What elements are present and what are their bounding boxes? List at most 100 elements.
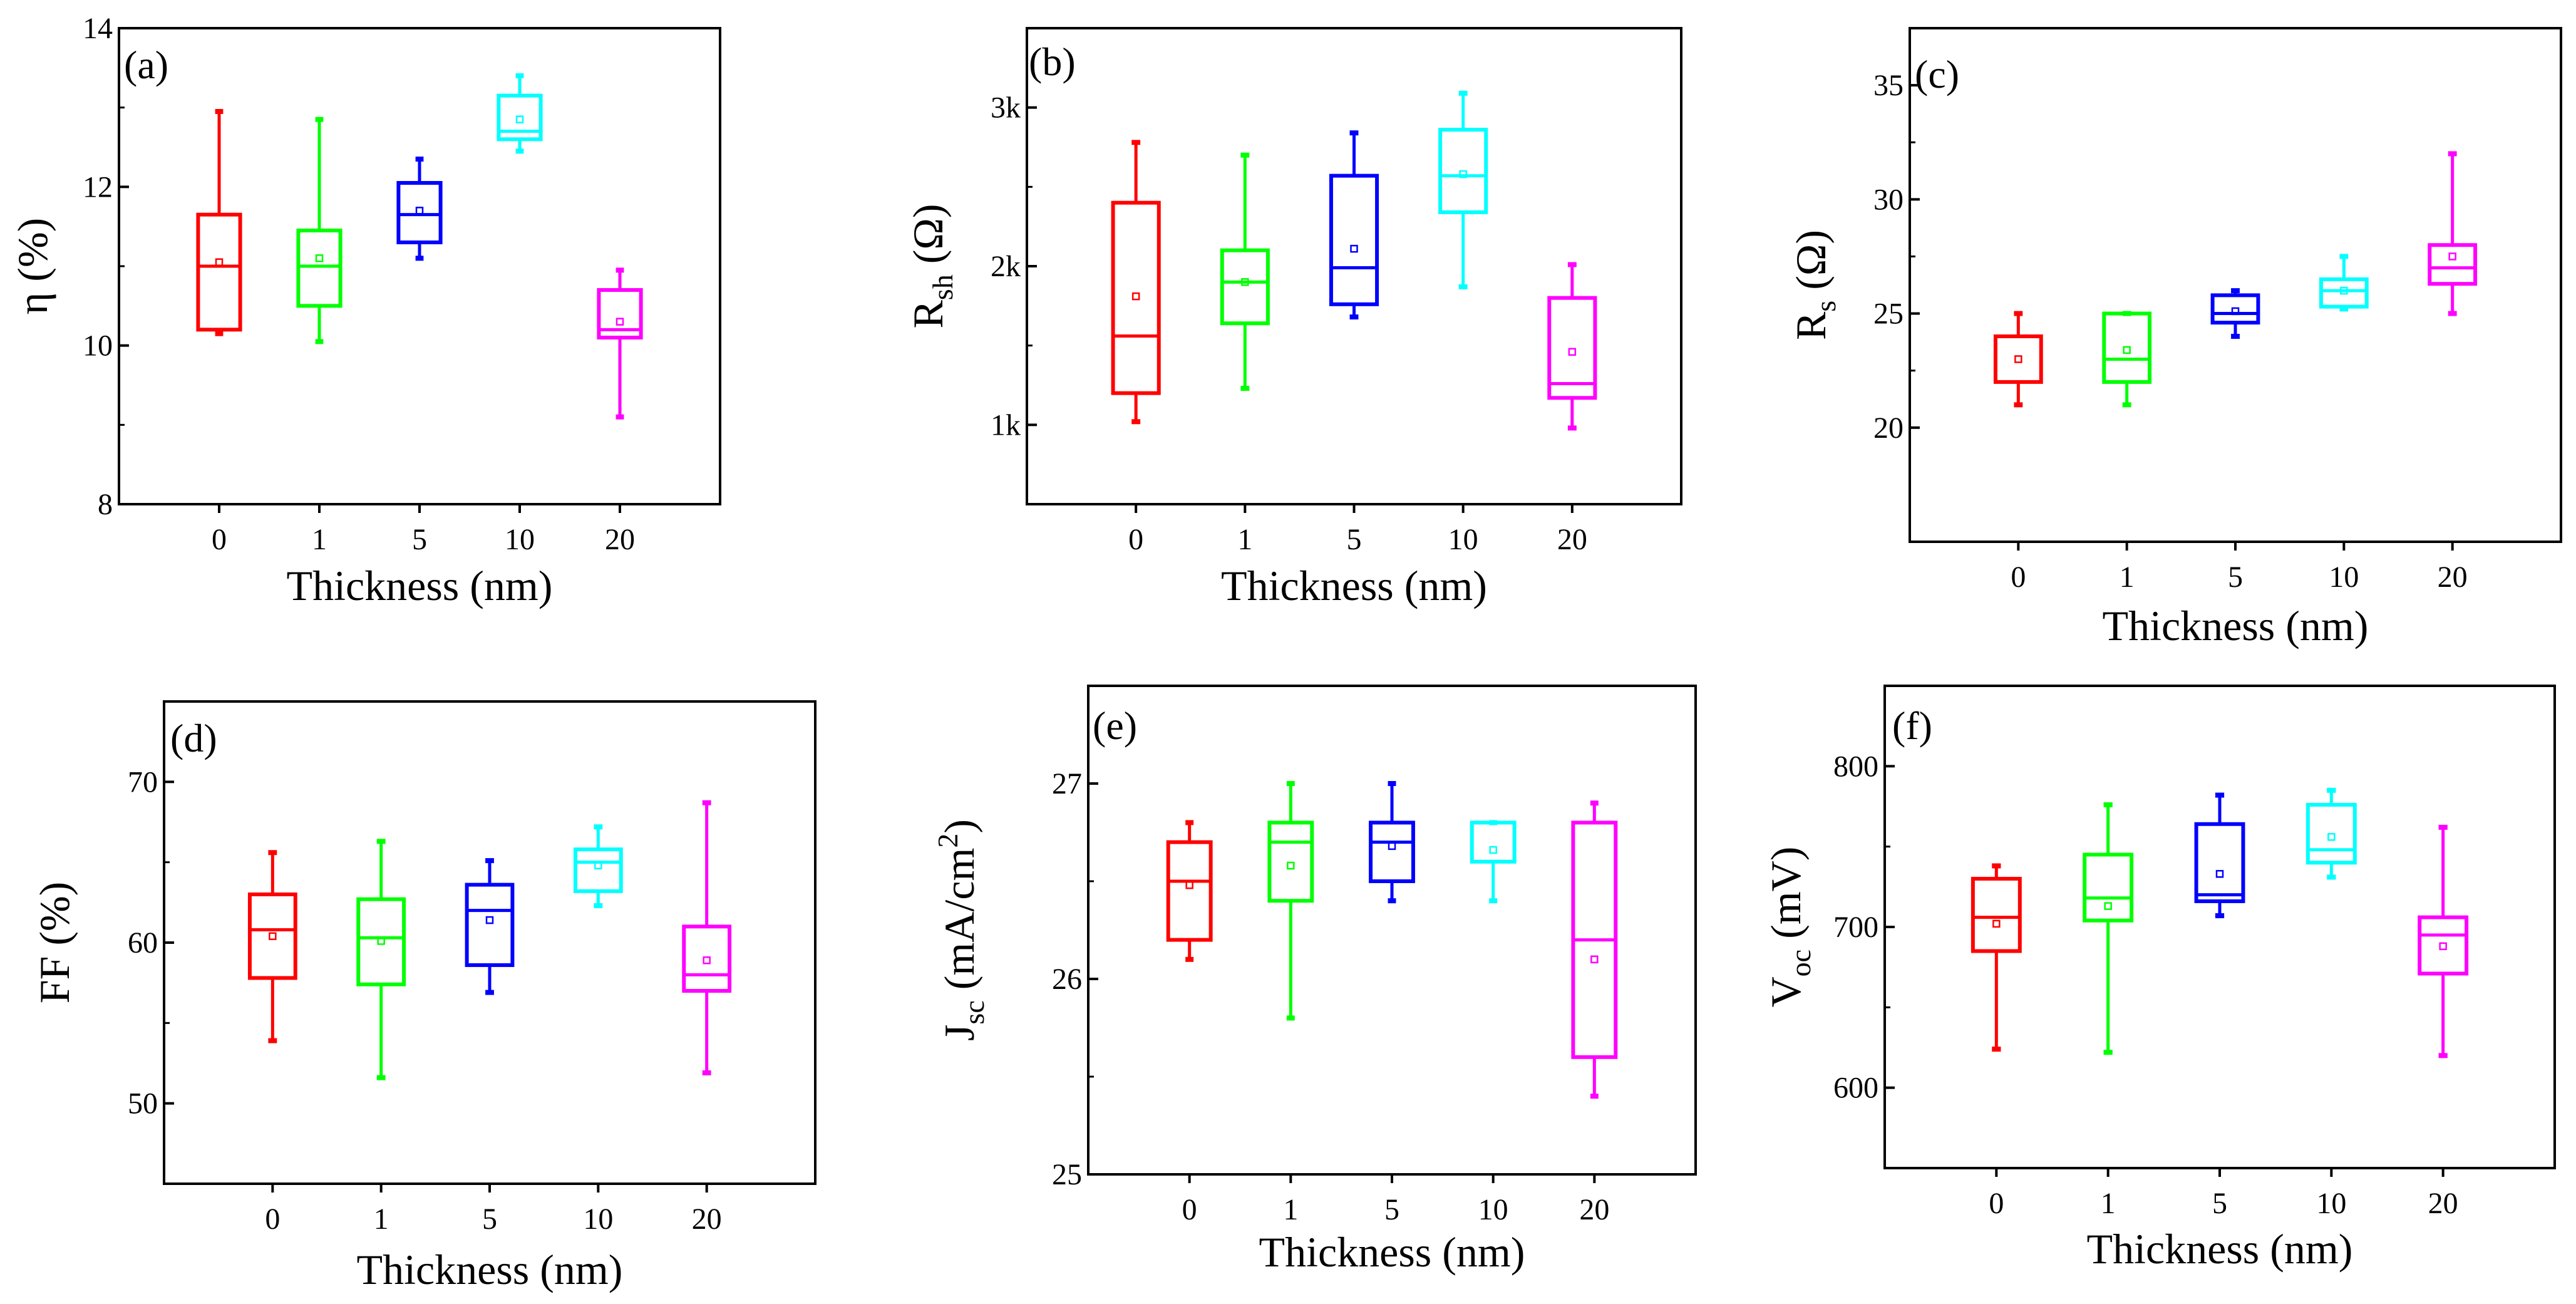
box-0nm — [1111, 140, 1161, 425]
y-tick-label: 800 — [1833, 750, 1878, 783]
box-10nm — [573, 824, 623, 908]
x-tick-label: 1 — [374, 1203, 389, 1236]
box-1nm — [2083, 802, 2134, 1055]
plot-frame — [1026, 27, 1682, 505]
x-tick-label: 10 — [1478, 1193, 1508, 1226]
box-20nm — [1571, 800, 1618, 1099]
mean-marker — [1489, 846, 1497, 854]
y-tick-label: 700 — [1833, 911, 1878, 944]
y-axis-label: Voc (mV) — [1762, 847, 1816, 1008]
mean-marker — [1241, 278, 1249, 286]
box-1nm — [1220, 152, 1270, 391]
x-tick-label: 20 — [2428, 1187, 2458, 1220]
iqr-box — [465, 882, 515, 967]
box-1nm — [2102, 311, 2152, 408]
x-tick-label: 10 — [2316, 1187, 2346, 1220]
x-tick-label: 0 — [265, 1203, 280, 1236]
mean-marker — [2014, 355, 2022, 363]
panel-e: 25 26 27 0 1 5 10 20 (e) Thickness (nm) Jsc (mA/cm… — [932, 685, 1697, 1276]
y-tick-label: 20 — [1873, 411, 1904, 445]
x-tick-label: 10 — [1448, 523, 1478, 556]
plot-frame — [1087, 685, 1697, 1176]
y-tick-label: 50 — [128, 1087, 158, 1120]
x-tick-label: 5 — [2212, 1187, 2227, 1220]
box-5nm — [1329, 130, 1379, 320]
x-tick-label: 5 — [1384, 1193, 1399, 1226]
x-tick-label: 0 — [2011, 561, 2026, 594]
mean-marker — [1185, 881, 1193, 889]
y-tick-label: 27 — [1052, 767, 1082, 800]
panel-label: (d) — [170, 716, 217, 760]
x-tick-label: 5 — [482, 1203, 497, 1236]
mean-marker — [1287, 861, 1295, 870]
panel-d: 50 60 70 0 1 5 10 20 (d) Thickness (nm) FF (%) — [31, 700, 817, 1293]
iqr-box — [356, 897, 406, 986]
x-tick-label: 0 — [212, 523, 227, 556]
panel-label: (b) — [1029, 39, 1076, 84]
iqr-box — [196, 212, 242, 332]
mean-marker — [515, 115, 524, 123]
x-axis-label: Thickness (nm) — [287, 562, 553, 609]
iqr-box — [1329, 173, 1379, 306]
y-axis-label: η (%) — [9, 218, 56, 315]
iqr-box — [2083, 852, 2134, 923]
box-20nm — [1547, 262, 1597, 431]
box-5nm — [2194, 792, 2245, 919]
x-axis-label: Thickness (nm) — [2087, 1225, 2353, 1273]
panel-label: (e) — [1093, 703, 1137, 748]
box-10nm — [1470, 820, 1517, 904]
x-tick-label: 20 — [692, 1203, 722, 1236]
x-tick-label: 10 — [2329, 561, 2359, 594]
mean-marker — [594, 861, 602, 870]
iqr-box — [2418, 915, 2469, 976]
mean-marker — [315, 254, 324, 262]
x-tick-label: 10 — [505, 523, 535, 556]
y-tick-label: 70 — [128, 765, 158, 799]
y-axis-label: Rs (Ω) — [1787, 230, 1842, 340]
y-axis-label: Rsh (Ω) — [904, 204, 959, 328]
mean-marker — [269, 932, 277, 940]
x-tick-label: 0 — [1182, 1193, 1197, 1226]
mean-marker — [1568, 348, 1577, 356]
x-tick-label: 1 — [2101, 1187, 2116, 1220]
box-10nm — [1438, 90, 1488, 289]
y-tick-label: 600 — [1833, 1072, 1878, 1105]
y-tick-label: 26 — [1052, 963, 1082, 996]
iqr-box — [682, 924, 732, 993]
mean-marker — [1388, 842, 1396, 851]
x-tick-label: 20 — [1557, 523, 1587, 556]
iqr-box — [396, 181, 443, 244]
x-tick-label: 1 — [312, 523, 327, 556]
mean-marker — [2448, 252, 2456, 261]
iqr-box — [1267, 820, 1314, 903]
plot-frame — [1883, 685, 2556, 1169]
iqr-box — [1220, 248, 1270, 326]
mean-marker — [1459, 170, 1467, 179]
x-tick-label: 0 — [1989, 1187, 2004, 1220]
mean-marker — [2340, 286, 2348, 295]
y-tick-label: 10 — [83, 329, 113, 363]
x-axis-label: Thickness (nm) — [2103, 602, 2369, 649]
iqr-box — [296, 229, 343, 308]
box-10nm — [2306, 787, 2357, 880]
box-0nm — [1993, 311, 2043, 408]
y-tick-label: 3k — [991, 91, 1021, 125]
box-5nm — [465, 858, 515, 995]
y-tick-label: 25 — [1873, 298, 1904, 331]
iqr-box — [1111, 200, 1161, 395]
plot-frame — [163, 700, 817, 1185]
mean-marker — [2327, 833, 2336, 841]
iqr-box — [2102, 311, 2152, 384]
panel-label: (a) — [124, 43, 168, 87]
x-tick-label: 0 — [1128, 523, 1143, 556]
x-axis-label: Thickness (nm) — [1221, 562, 1487, 609]
x-tick-label: 1 — [1283, 1193, 1298, 1226]
box-0nm — [1971, 863, 2022, 1052]
x-tick-label: 20 — [605, 523, 635, 556]
x-tick-label: 5 — [412, 523, 427, 556]
x-tick-label: 20 — [1579, 1193, 1609, 1226]
y-tick-label: 30 — [1873, 183, 1904, 216]
mean-marker — [1131, 292, 1140, 301]
y-tick-label: 8 — [98, 488, 113, 521]
y-tick-label: 35 — [1873, 69, 1904, 102]
